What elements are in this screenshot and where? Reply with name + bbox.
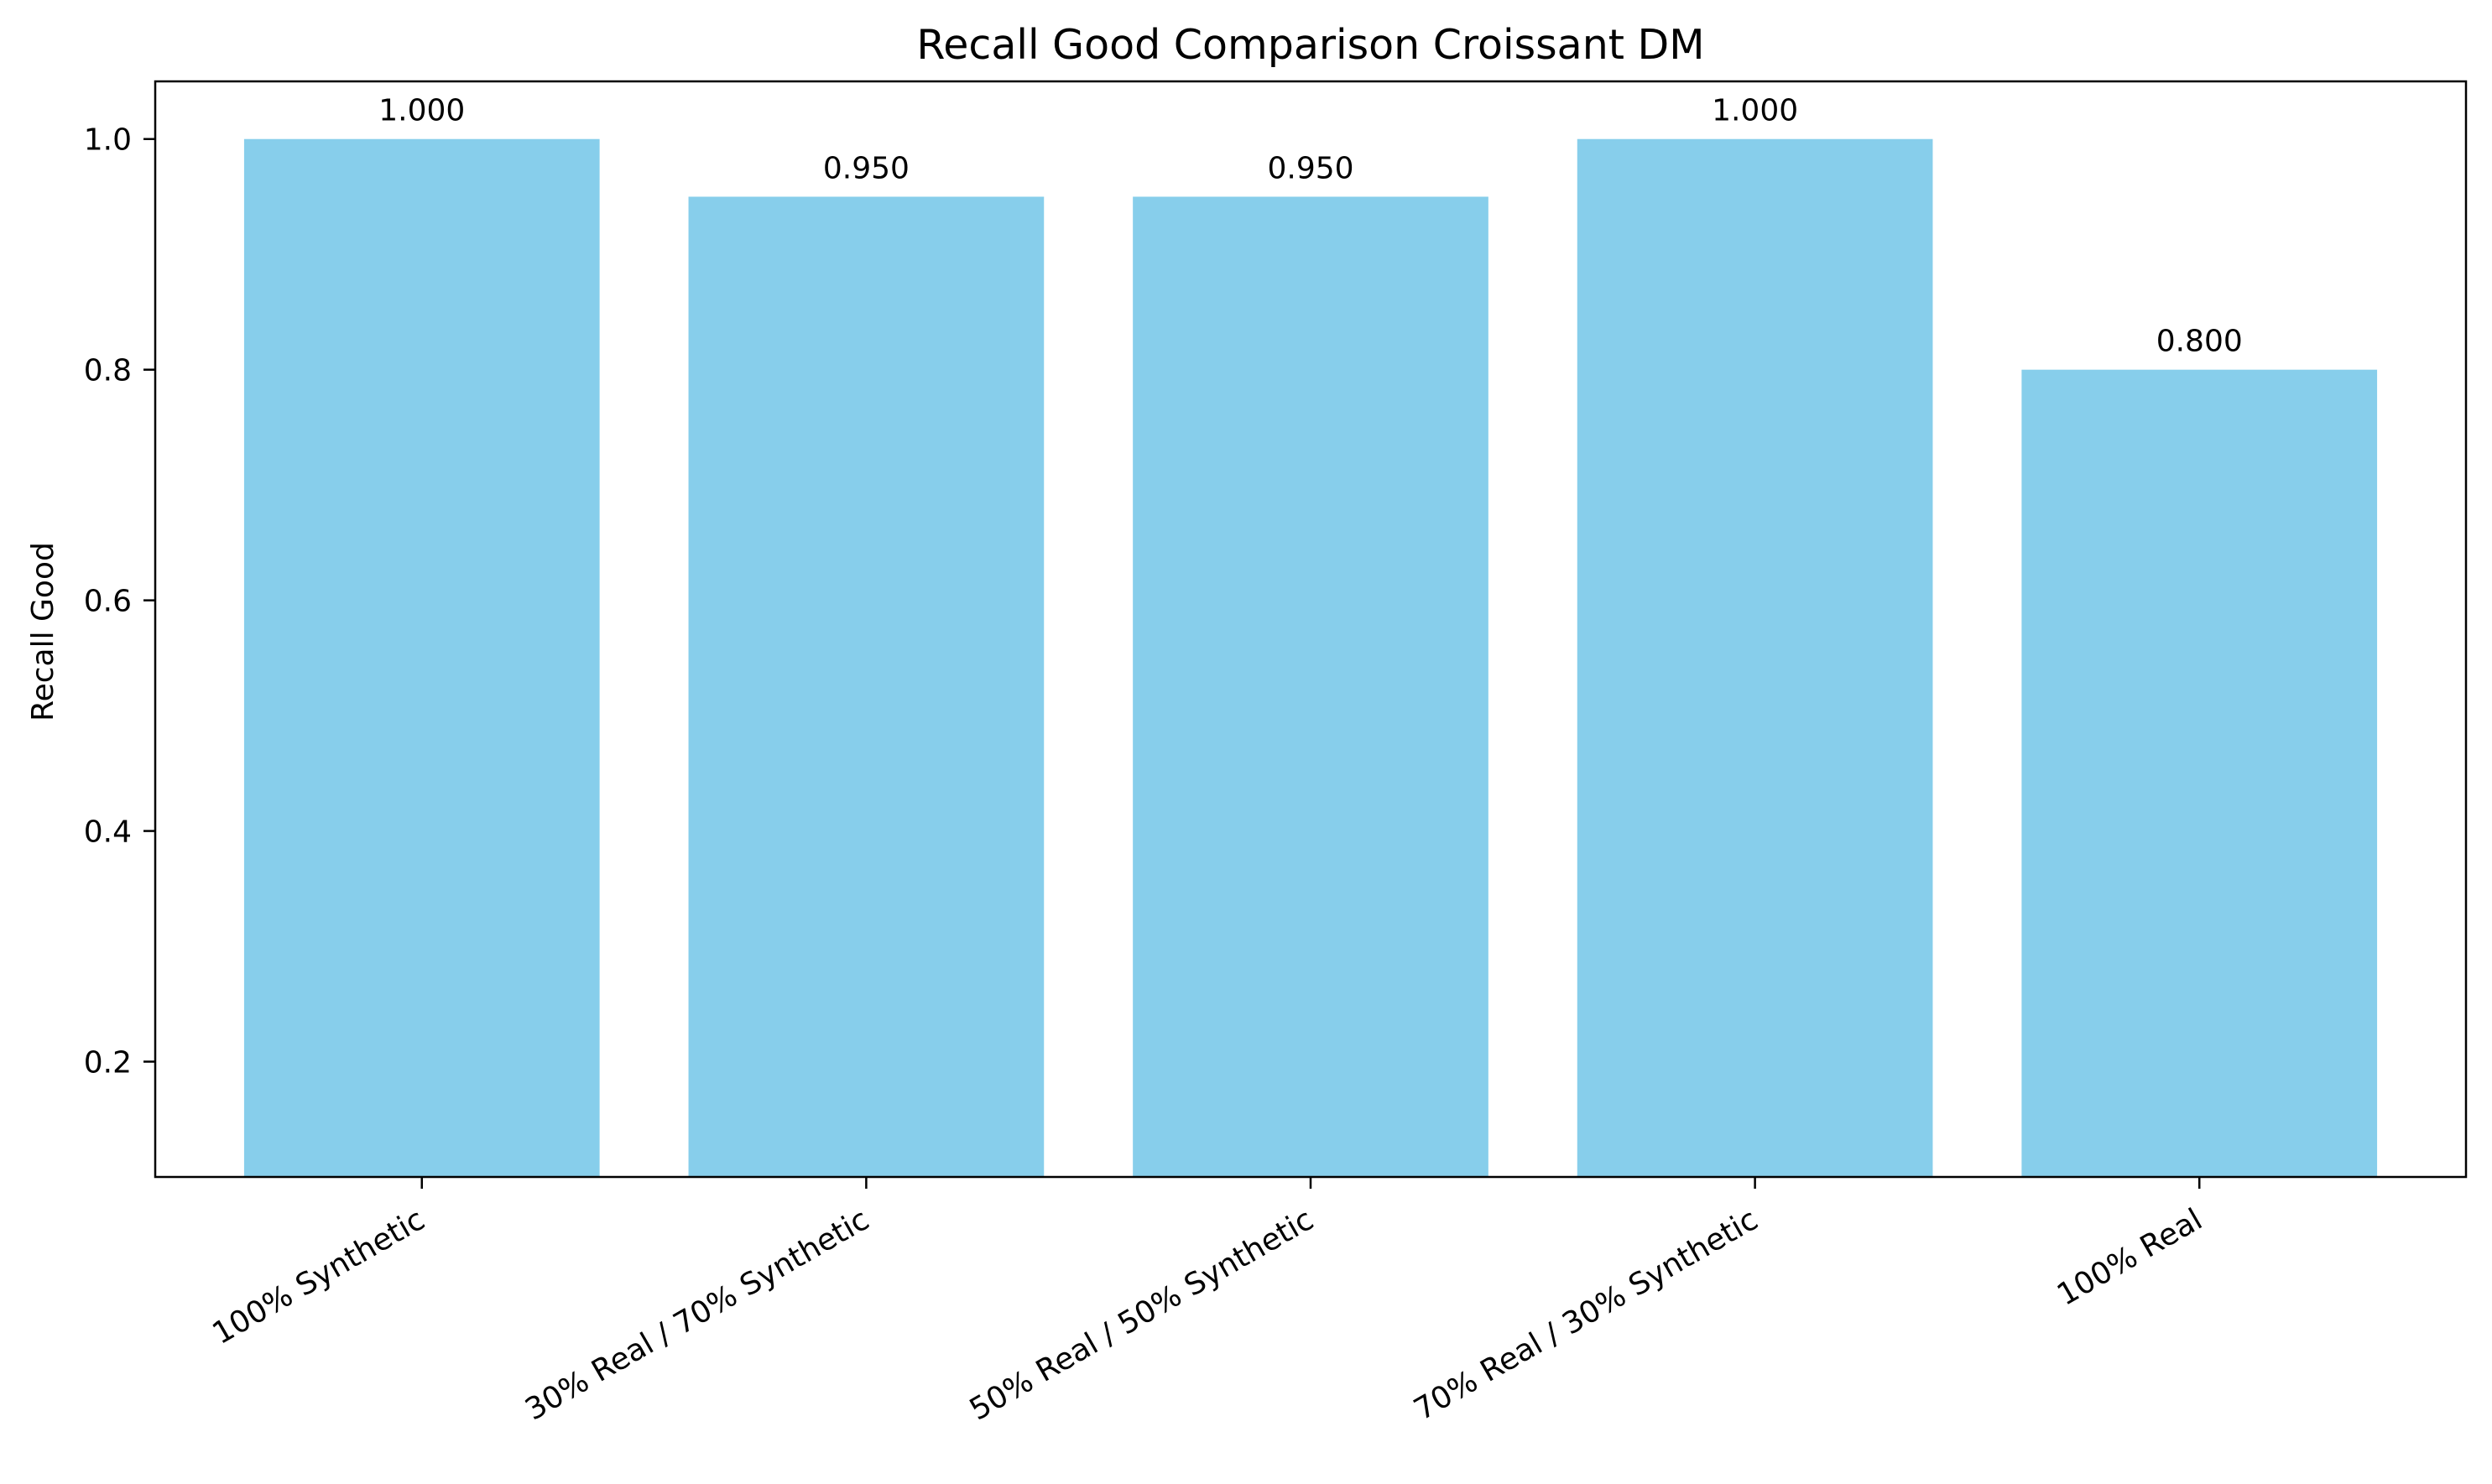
bar-4 bbox=[1577, 138, 1933, 1178]
y-tick-label-3: 0.6 bbox=[84, 585, 132, 619]
bar-value-label-3: 0.950 bbox=[1267, 151, 1353, 185]
y-axis-label: Recall Good bbox=[26, 542, 60, 721]
bar-value-label-4: 1.000 bbox=[1712, 94, 1798, 128]
value-labels-layer: 1.000 0.950 0.950 1.000 0.800 bbox=[378, 94, 2243, 359]
bar-value-label-1: 1.000 bbox=[378, 94, 465, 128]
plot-frame bbox=[154, 80, 2468, 1179]
y-axis: 0.2 0.4 0.6 0.8 1.0 bbox=[84, 123, 155, 1080]
bar-2 bbox=[688, 196, 1045, 1178]
bar-value-label-5: 0.800 bbox=[2156, 325, 2243, 359]
bar-5 bbox=[2021, 369, 2378, 1177]
bar-value-label-2: 0.950 bbox=[823, 151, 910, 185]
y-tick-label-5: 1.0 bbox=[84, 123, 132, 158]
y-tick-label-1: 0.2 bbox=[84, 1046, 132, 1080]
y-tick-label-4: 0.8 bbox=[84, 354, 132, 388]
bars-layer bbox=[243, 138, 2378, 1178]
y-tick-label-2: 0.4 bbox=[84, 815, 132, 850]
bar-3 bbox=[1133, 196, 1488, 1178]
bar-1 bbox=[243, 138, 600, 1178]
chart-title: Recall Good Comparison Croissant DM bbox=[916, 21, 1704, 69]
